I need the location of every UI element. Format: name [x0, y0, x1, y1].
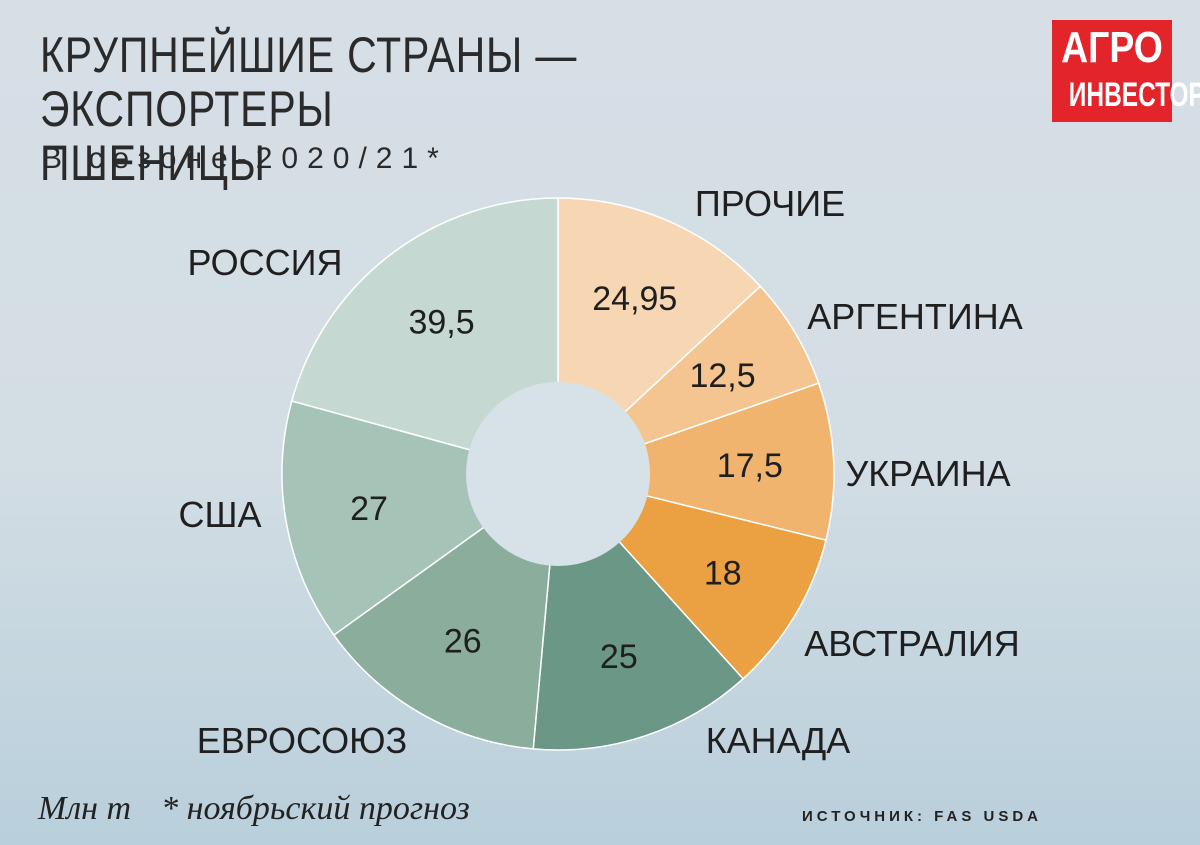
value-label-6: 26 — [444, 623, 482, 661]
chart-subtitle: В сезоне-2020/21* — [42, 142, 448, 175]
category-label-4: АВСТРАЛИЯ — [804, 623, 1020, 664]
category-label-8: РОССИЯ — [187, 242, 342, 283]
forecast-note: * ноябрьский прогноз — [161, 790, 470, 827]
category-labels-group: ПРОЧИЕ АРГЕНТИНА УКРАИНА АВСТРАЛИЯ КАНАДА ЕВР… — [178, 183, 1022, 761]
unit-label: Млн т — [38, 790, 132, 827]
slice-8 — [290, 197, 559, 475]
category-label-1: ПРОЧИЕ — [695, 183, 845, 224]
value-label-3: 17,5 — [717, 447, 783, 485]
value-label-1: 24,95 — [592, 280, 677, 318]
footer-unit-note: Млн т * ноябрьский прогноз — [38, 790, 470, 828]
logo-line-1: АГРО — [1061, 23, 1163, 72]
slice-3 — [555, 382, 835, 542]
value-label-7: 27 — [350, 490, 388, 528]
donut-hole — [466, 382, 650, 566]
category-label-6: ЕВРОСОЮЗ — [197, 720, 408, 761]
category-label-7: США — [178, 494, 261, 535]
value-label-4: 18 — [704, 555, 742, 593]
value-label-8: 39,5 — [408, 303, 474, 341]
category-label-3: УКРАИНА — [845, 453, 1010, 494]
category-label-2: АРГЕНТИНА — [807, 296, 1022, 337]
category-label-5: КАНАДА — [706, 720, 851, 761]
value-label-2: 12,5 — [689, 357, 755, 395]
value-label-5: 25 — [600, 638, 638, 676]
chart-title: КРУПНЕЙШИЕ СТРАНЫ — ЭКСПОРТЕРЫ ПШЕНИЦЫ — [40, 27, 578, 191]
source-label: ИСТОЧНИК: FAS USDA — [802, 808, 1043, 825]
value-labels-group: 24,95 12,5 17,5 18 25 26 27 39,5 — [350, 280, 783, 676]
